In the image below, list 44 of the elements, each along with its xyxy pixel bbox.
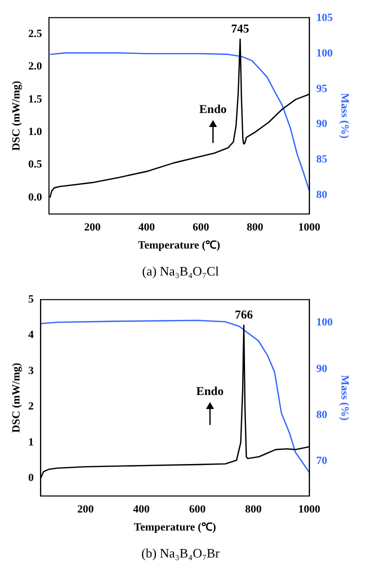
- y-tick-label: 2.5: [28, 28, 42, 40]
- y2-tick-label: 95: [316, 82, 328, 95]
- y-tick-label: 1.0: [28, 126, 42, 138]
- text: (b) Na₃B₄O₇Br: [141, 546, 220, 561]
- y2-axis-title: Mass (%): [338, 375, 351, 421]
- x-tick-label: 600: [192, 221, 210, 234]
- y-tick-label: 0.0: [28, 191, 42, 204]
- y2-tick-label: 90: [316, 118, 328, 130]
- x-tick-label: 400: [133, 503, 150, 516]
- y-tick-label: 2.0: [28, 60, 42, 73]
- y-tick-label: 5: [28, 293, 34, 306]
- y2-tick-label: 80: [316, 188, 328, 201]
- x-tick-label: 400: [138, 221, 156, 234]
- x-tick-label: 800: [245, 503, 262, 516]
- y-axis-title: DSC (mW/mg): [10, 80, 22, 151]
- text: (a) Na₃B₄O₇Cl: [142, 264, 220, 279]
- annotation: Endo: [199, 102, 227, 116]
- x-tick-label: 1000: [298, 221, 321, 234]
- annotation: 766: [234, 307, 253, 322]
- y-axis-title: DSC (mW/mg): [10, 362, 22, 433]
- y-tick-label: 4: [28, 329, 34, 342]
- x-tick-label: 600: [189, 503, 206, 516]
- annotation: Endo: [196, 384, 224, 398]
- y-tick-label: 3: [28, 364, 34, 377]
- y-tick-label: 1: [28, 436, 34, 448]
- x-axis-title: Temperature (℃): [134, 522, 216, 534]
- y2-tick-label: 85: [316, 153, 328, 166]
- y2-tick-label: 105: [316, 12, 334, 24]
- x-tick-label: 200: [84, 221, 102, 234]
- y-tick-label: 2: [28, 400, 34, 413]
- x-tick-label: 800: [246, 221, 264, 234]
- y2-tick-label: 70: [316, 455, 328, 468]
- y-tick-label: 1.5: [28, 93, 42, 106]
- y2-tick-label: 100: [316, 316, 334, 329]
- y-tick-label: 0: [28, 472, 34, 484]
- y2-axis-title: Mass (%): [338, 93, 351, 139]
- annotation: 745: [231, 21, 250, 36]
- y2-tick-label: 90: [316, 362, 328, 375]
- x-tick-label: 1000: [298, 503, 321, 516]
- x-axis-title: Temperature (℃): [138, 240, 221, 252]
- y2-tick-label: 100: [316, 47, 334, 60]
- x-tick-label: 200: [77, 503, 94, 516]
- y-tick-label: 0.5: [28, 158, 42, 171]
- y2-tick-label: 80: [316, 408, 328, 421]
